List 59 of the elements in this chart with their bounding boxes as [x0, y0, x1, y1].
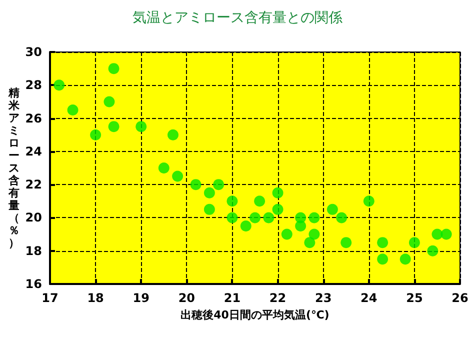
point — [168, 129, 178, 140]
x-tick-label: 23 — [314, 291, 332, 305]
point — [308, 228, 320, 240]
x-tick-label: 17 — [42, 291, 58, 305]
point — [213, 179, 224, 190]
point — [340, 237, 352, 248]
point — [400, 254, 411, 265]
x-tick-label: 22 — [269, 291, 286, 305]
point — [108, 63, 120, 74]
y-tick-label: 26 — [25, 111, 42, 126]
point — [250, 212, 260, 224]
point — [226, 212, 238, 224]
point — [427, 245, 438, 256]
point — [204, 187, 215, 198]
x-tick-label: 24 — [360, 291, 378, 305]
point — [377, 237, 388, 248]
point — [295, 220, 306, 232]
x-tick-label: 26 — [452, 291, 468, 305]
point — [408, 237, 420, 248]
point — [158, 162, 170, 174]
point — [304, 237, 316, 248]
y-tick-label: 20 — [25, 210, 42, 225]
y-tick-label: 24 — [25, 144, 42, 158]
point — [90, 129, 102, 140]
point — [254, 196, 266, 207]
point — [363, 196, 374, 207]
point — [190, 179, 202, 190]
point — [104, 96, 115, 108]
point — [263, 212, 274, 224]
point — [377, 254, 388, 265]
y-tick-label: 18 — [25, 244, 42, 258]
point — [281, 228, 292, 240]
point — [336, 212, 348, 224]
x-axis-title: 出穂後40日間の平均気温(℃) — [180, 308, 330, 322]
x-tick-label: 25 — [406, 291, 423, 305]
point — [108, 121, 120, 132]
point — [204, 204, 215, 215]
point — [440, 228, 452, 240]
point — [67, 104, 78, 116]
point — [54, 80, 65, 91]
point — [326, 204, 338, 215]
point — [272, 187, 284, 198]
point — [136, 121, 147, 132]
y-tick-label: 30 — [25, 45, 42, 59]
point — [272, 204, 284, 215]
point — [308, 212, 320, 224]
y-tick-label: 28 — [25, 78, 42, 92]
point — [226, 196, 238, 207]
x-tick-label: 19 — [132, 291, 150, 305]
x-tick-label: 20 — [178, 291, 196, 305]
point — [432, 228, 443, 240]
point — [172, 170, 184, 182]
text: 精米アミロース含有量（％） — [8, 86, 20, 250]
chart-title: 気温とアミロース含有量との関係 — [132, 10, 342, 26]
x-tick-label: 18 — [87, 291, 104, 305]
point — [240, 220, 252, 232]
y-tick-label: 22 — [25, 178, 42, 192]
x-tick-label: 21 — [224, 291, 241, 305]
y-tick-label: 16 — [25, 277, 42, 291]
